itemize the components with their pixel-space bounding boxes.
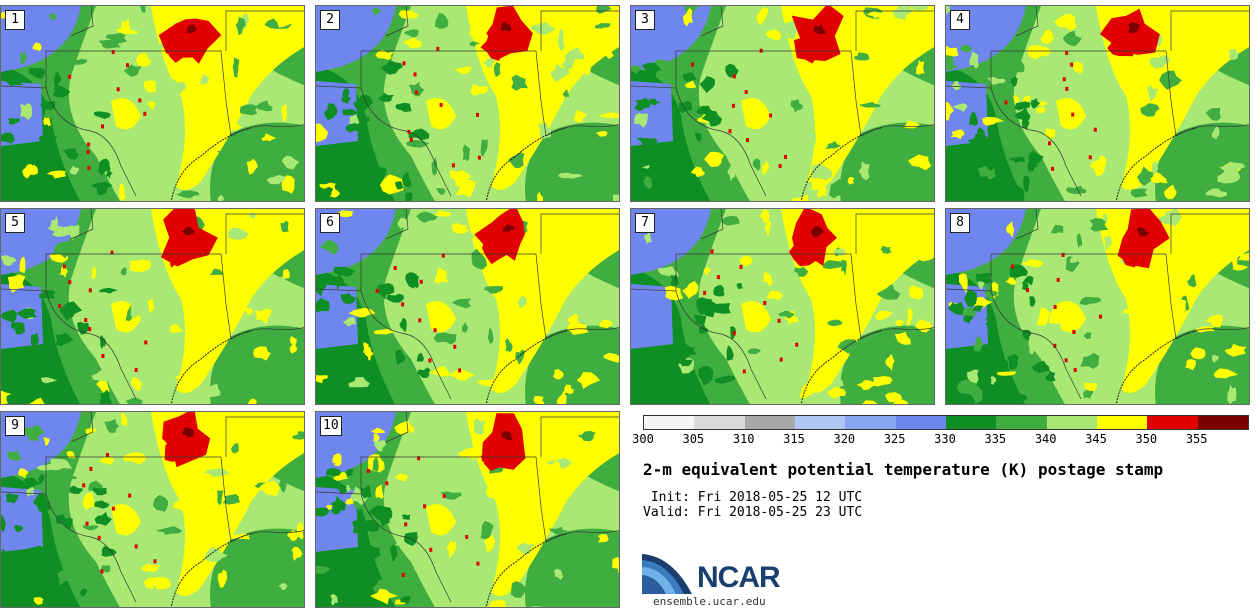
valid-time: Valid: Fri 2018-05-25 23 UTC	[643, 505, 863, 520]
colorbar-tick-label: 320	[833, 432, 856, 446]
ensemble-member-map	[946, 209, 1249, 404]
colorbar-swatch	[694, 416, 745, 429]
plot-title: 2-m equivalent potential temperature (K)…	[643, 460, 1164, 479]
colorbar-tick-label: 325	[883, 432, 906, 446]
colorbar-tick-label: 355	[1185, 432, 1208, 446]
member-number-label: 1	[5, 10, 25, 30]
map-panel: 2	[315, 5, 620, 202]
colorbar-tick-label: 350	[1135, 432, 1158, 446]
colorbar-tick-label: 335	[984, 432, 1007, 446]
colorbar-swatch	[895, 416, 946, 429]
colorbar-swatch	[744, 416, 795, 429]
colorbar-tick-label: 345	[1085, 432, 1107, 446]
ensemble-member-map	[316, 6, 619, 201]
member-number-label: 4	[950, 10, 970, 30]
ensemble-member-map	[316, 209, 619, 404]
colorbar-tick-label: 300	[632, 432, 654, 446]
ensemble-member-map	[1, 6, 304, 201]
site-url: ensemble.ucar.edu	[653, 595, 766, 608]
member-number-label: 2	[320, 10, 340, 30]
colorbar-swatch	[794, 416, 846, 429]
map-panel: 1	[0, 5, 305, 202]
ensemble-member-map	[1, 209, 304, 404]
ensemble-member-map	[631, 6, 934, 201]
map-panel: 10	[315, 411, 620, 608]
colorbar-tick-label: 310	[732, 432, 755, 446]
colorbar-tick-label: 315	[783, 432, 805, 446]
colorbar-tick-label: 305	[682, 432, 705, 446]
ensemble-member-map	[1, 412, 304, 607]
colorbar-swatch	[644, 416, 695, 429]
member-number-label: 8	[950, 213, 970, 233]
member-number-label: 6	[320, 213, 340, 233]
ensemble-member-map	[316, 412, 619, 607]
colorbar-tick-label: 340	[1034, 432, 1057, 446]
colorbar-swatch	[945, 416, 997, 429]
map-panel: 7	[630, 208, 935, 405]
map-panel: 9	[0, 411, 305, 608]
colorbar-swatch	[996, 416, 1047, 429]
init-time: Init: Fri 2018-05-25 12 UTC	[643, 490, 863, 505]
member-number-label: 7	[635, 213, 655, 233]
map-panel: 6	[315, 208, 620, 405]
ensemble-member-map	[946, 6, 1249, 201]
member-number-label: 3	[635, 10, 655, 30]
ncar-logo-icon	[642, 554, 692, 594]
colorbar-swatch	[1096, 416, 1148, 429]
ensemble-member-map	[631, 209, 934, 404]
colorbar-swatch	[1046, 416, 1097, 429]
map-panel: 3	[630, 5, 935, 202]
colorbar-swatch	[845, 416, 896, 429]
colorbar	[643, 415, 1249, 430]
member-number-label: 9	[5, 416, 25, 436]
map-panel: 5	[0, 208, 305, 405]
colorbar-swatch	[1147, 416, 1198, 429]
logo-wordmark: NCAR	[697, 561, 781, 594]
map-panel: 8	[945, 208, 1250, 405]
colorbar-tick-label: 330	[934, 432, 956, 446]
colorbar-swatch	[1197, 416, 1248, 429]
member-number-label: 5	[5, 213, 25, 233]
member-number-label: 10	[320, 416, 342, 436]
map-panel: 4	[945, 5, 1250, 202]
